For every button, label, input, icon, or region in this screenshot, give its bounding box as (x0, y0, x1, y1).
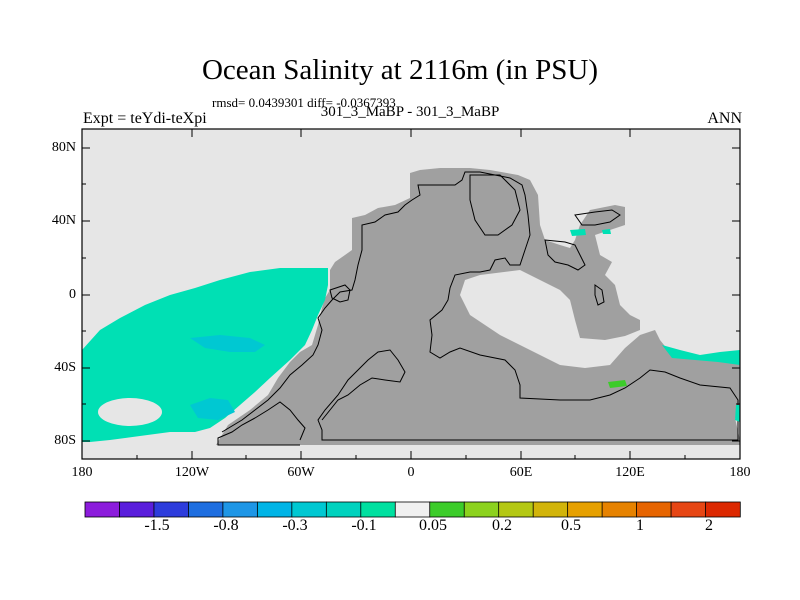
lon-label-60w: 60W (287, 465, 315, 480)
colorbar-label: 2 (705, 517, 713, 534)
colorbar-swatch (636, 501, 672, 518)
colorbar-swatch (429, 501, 465, 518)
colorbar-label: 0.5 (561, 517, 581, 534)
colorbar-label: 0.05 (419, 517, 447, 534)
colorbar-swatch (119, 501, 155, 518)
anomaly-neg-small-2 (602, 229, 611, 234)
anomaly-neg-small (570, 229, 586, 236)
colorbar-label: -0.1 (351, 517, 377, 534)
anomaly-neg-east (662, 345, 740, 365)
colorbar-swatch (463, 501, 500, 518)
colorbar-swatch (153, 501, 190, 518)
lon-ticks (81, 129, 741, 459)
anomaly-neg-south (735, 405, 740, 422)
colorbar-swatch (394, 501, 431, 518)
lat-label-40n: 40N (51, 213, 76, 228)
colorbar-swatch (222, 501, 259, 518)
colorbar-swatch (705, 501, 741, 518)
lat-label-0: 0 (69, 287, 76, 302)
lon-label-120w: 120W (174, 465, 210, 480)
lon-label-60e: 60E (509, 465, 533, 480)
plot-title: Ocean Salinity at 2116m (in PSU) (201, 54, 599, 86)
lon-label-120e: 120E (615, 465, 645, 480)
coastlines (217, 171, 739, 446)
anomaly-neg-pacific (82, 268, 328, 442)
lon-label-0: 0 (407, 465, 415, 480)
anomaly-neg-mid (190, 335, 265, 352)
colorbar-swatch (256, 501, 293, 518)
colorbar-label: 0.2 (492, 517, 512, 534)
season-label: ANN (707, 110, 742, 127)
colorbar-label: 1 (636, 517, 644, 534)
colorbar-label: -0.3 (282, 517, 308, 534)
lat-ticks (82, 147, 740, 442)
colorbar-swatch (532, 501, 569, 518)
colorbar-swatch (188, 501, 224, 518)
colorbar-swatch (360, 501, 396, 518)
comparison-label: 301_3_MaBP - 301_3_MaBP (320, 104, 500, 120)
lon-label-180w: 180 (71, 465, 93, 480)
lon-label-180e: 180 (729, 465, 751, 480)
anomaly-pos-small (608, 380, 627, 388)
colorbar (84, 501, 741, 518)
anomaly-neg-mid-2 (190, 398, 235, 420)
colorbar-swatch (498, 501, 534, 518)
lat-label-80s: 80S (54, 433, 76, 448)
stats-line: rmsd= 0.0439301 diff= -0.0367393 (212, 95, 396, 110)
land-mask (216, 168, 740, 445)
colorbar-swatch (670, 501, 707, 518)
colorbar-swatch (325, 501, 362, 518)
anomaly-hole (98, 398, 162, 426)
colorbar-label: -1.5 (144, 517, 170, 534)
colorbar-swatch (84, 501, 121, 518)
colorbar-swatch (567, 501, 603, 518)
anomaly-neg-north-pacific (258, 290, 318, 315)
colorbar-swatch (291, 501, 328, 518)
colorbar-label: -0.8 (213, 517, 239, 534)
colorbar-swatch (601, 501, 638, 518)
lat-label-40s: 40S (54, 360, 76, 375)
lat-label-80n: 80N (51, 140, 76, 155)
experiment-label: Expt = teYdi-teXpi (83, 110, 207, 127)
